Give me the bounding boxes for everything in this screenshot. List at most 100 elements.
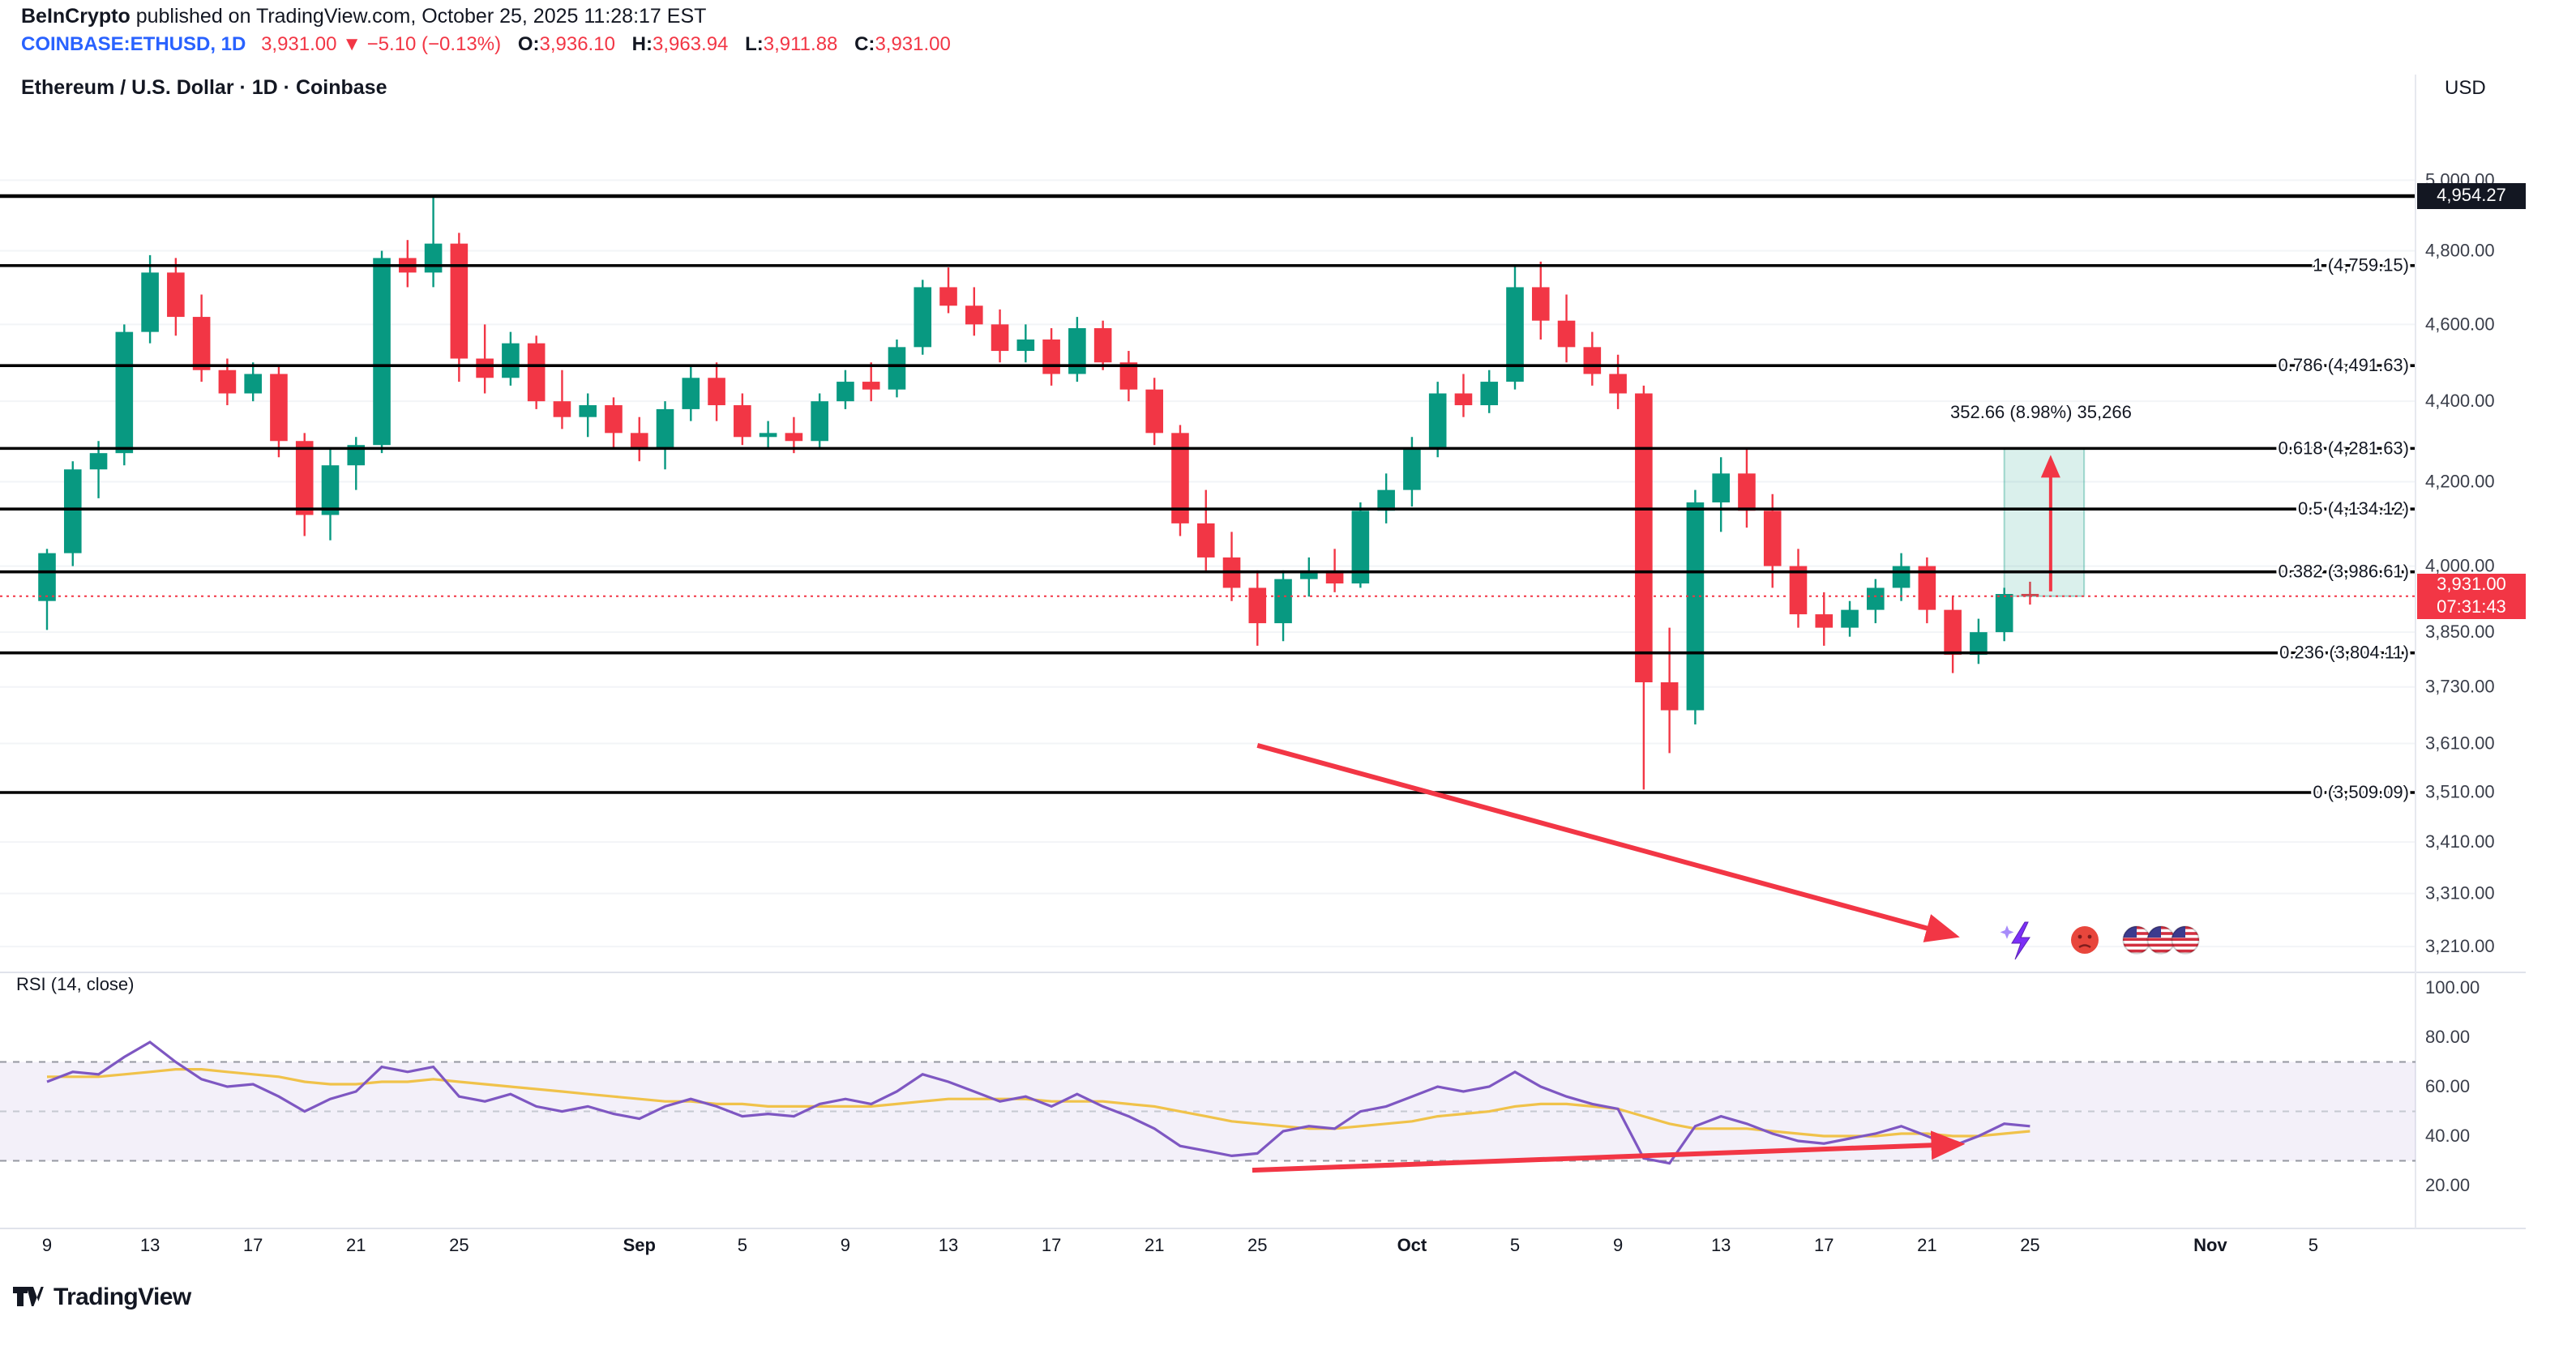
candle-body	[1248, 587, 1267, 624]
close-value: 3,931.00	[875, 32, 951, 55]
candle-body	[192, 317, 211, 370]
candle-body	[1789, 566, 1808, 615]
last-price: 3,931.00	[261, 32, 337, 55]
candle-body	[1274, 579, 1292, 624]
us-flag-emoji-icon[interactable]	[2171, 925, 2200, 955]
candle-body	[1480, 382, 1499, 406]
candle-body	[1557, 320, 1576, 348]
quote-bar: COINBASE:ETHUSD, 1D 3,931.00 ▼ −5.10 (−0…	[21, 32, 951, 55]
candle-body	[682, 378, 700, 409]
candle-body	[1970, 632, 1988, 656]
candle-body	[1995, 593, 2013, 633]
rsi-indicator-label[interactable]: RSI (14, close)	[16, 976, 135, 995]
candle-body	[1325, 570, 1344, 584]
last-price-badge-value: 3,931.00	[2437, 575, 2506, 595]
bar-countdown: 07:31:43	[2437, 598, 2506, 617]
lightning-emoji-icon[interactable]	[2011, 921, 2030, 960]
attribution-line: BeInCrypto published on TradingView.com,…	[21, 5, 706, 28]
candle-body	[630, 433, 648, 450]
time-axis-label: 5	[738, 1235, 747, 1255]
candle-body	[811, 401, 828, 442]
time-axis-label: 21	[346, 1235, 366, 1255]
candle-body	[1583, 347, 1602, 374]
high-value: 3,963.94	[652, 32, 729, 55]
rsi-axis-label: 80.00	[2425, 1027, 2470, 1047]
fib-level-label: 0.236 (3,804.11)	[2279, 643, 2409, 663]
time-axis-label: 9	[42, 1235, 52, 1255]
candle-body	[965, 305, 983, 325]
candle-body	[553, 401, 571, 417]
time-axis-label: 9	[841, 1235, 850, 1255]
publisher-name: BeInCrypto	[21, 5, 131, 28]
price-axis-label: 4,600.00	[2425, 314, 2495, 334]
candles-layer	[38, 197, 2039, 790]
low-label: L:	[745, 32, 764, 55]
time-axis-label: 25	[449, 1235, 469, 1255]
close-label: C:	[854, 32, 875, 55]
rsi-axis-label: 40.00	[2425, 1126, 2470, 1146]
time-axis-label: 17	[1814, 1235, 1834, 1255]
open-value: 3,936.10	[539, 32, 615, 55]
price-axis-label: 4,800.00	[2425, 241, 2495, 261]
candle-body	[38, 553, 56, 601]
rsi-line	[46, 1040, 2030, 1165]
price-axis-label: 3,850.00	[2425, 622, 2495, 642]
angry-emoji-icon[interactable]	[2071, 926, 2099, 954]
chart-legend[interactable]: Ethereum / U.S. Dollar · 1D · Coinbase	[21, 76, 387, 99]
candle-body	[1635, 393, 1653, 683]
emoji-reactions[interactable]	[2000, 921, 2200, 960]
candle-body	[63, 469, 82, 553]
candle-body	[785, 433, 803, 442]
candle-body	[347, 445, 366, 466]
high-label: H:	[631, 32, 653, 55]
projection-box[interactable]	[2003, 447, 2086, 597]
fib-level-label: 0.786 (4,491.63)	[2279, 355, 2409, 375]
candle-body	[527, 343, 546, 402]
trend-arrow[interactable]	[1256, 742, 1960, 942]
candle-body	[1145, 389, 1163, 434]
open-label: O:	[517, 32, 540, 55]
price-axis-label: 3,410.00	[2425, 831, 2495, 852]
candle-body	[1377, 489, 1395, 511]
candle-body	[1763, 511, 1782, 566]
candle-body	[837, 382, 854, 402]
candle-body	[1686, 502, 1705, 711]
price-axis-label: 4,200.00	[2425, 471, 2495, 491]
candle-body	[579, 405, 597, 417]
fib-level-label: 0 (3,509.09)	[2313, 782, 2409, 802]
tradingview-footer[interactable]: TradingView	[13, 1282, 191, 1311]
trend-arrow[interactable]	[1252, 1130, 1966, 1173]
time-axis-label: 13	[939, 1235, 958, 1255]
rsi-axis-label: 20.00	[2425, 1175, 2470, 1195]
price-axis-label: 3,510.00	[2425, 781, 2495, 801]
candle-body	[295, 441, 314, 515]
low-value: 3,911.88	[763, 32, 838, 55]
time-axis-label: 25	[2020, 1235, 2039, 1255]
symbol-name[interactable]: COINBASE:ETHUSD, 1D	[21, 32, 246, 55]
candle-body	[424, 243, 443, 273]
candle-body	[708, 378, 725, 406]
fib-retracement[interactable]: 1 (4,759.15) 0.786 (4,491.63) 0.618 (4,281…	[0, 253, 2416, 805]
candle-body	[1944, 609, 1962, 656]
candle-body	[115, 331, 134, 454]
time-axis-label: 17	[1042, 1235, 1061, 1255]
candle-body	[1196, 523, 1215, 558]
price-axis-label: 4,400.00	[2425, 391, 2495, 411]
currency-label[interactable]: USD	[2445, 76, 2486, 99]
candle-body	[1093, 327, 1112, 363]
rsi-axis-label: 60.00	[2425, 1076, 2470, 1096]
time-axis-label: 13	[1711, 1235, 1731, 1255]
price-axis-label: 3,210.00	[2425, 936, 2495, 956]
projection-label: 352.66 (8.98%) 35,266	[1950, 404, 2132, 423]
candle-body	[656, 408, 674, 450]
candle-body	[862, 382, 880, 390]
sparkle-icon	[2000, 925, 2014, 939]
candle-body	[244, 374, 262, 394]
candle-body	[1892, 566, 1911, 588]
us-flag-emoji-icon[interactable]	[2146, 925, 2176, 955]
candle-body	[1068, 327, 1086, 374]
candle-body	[939, 287, 957, 306]
time-axis-label: 17	[243, 1235, 263, 1255]
